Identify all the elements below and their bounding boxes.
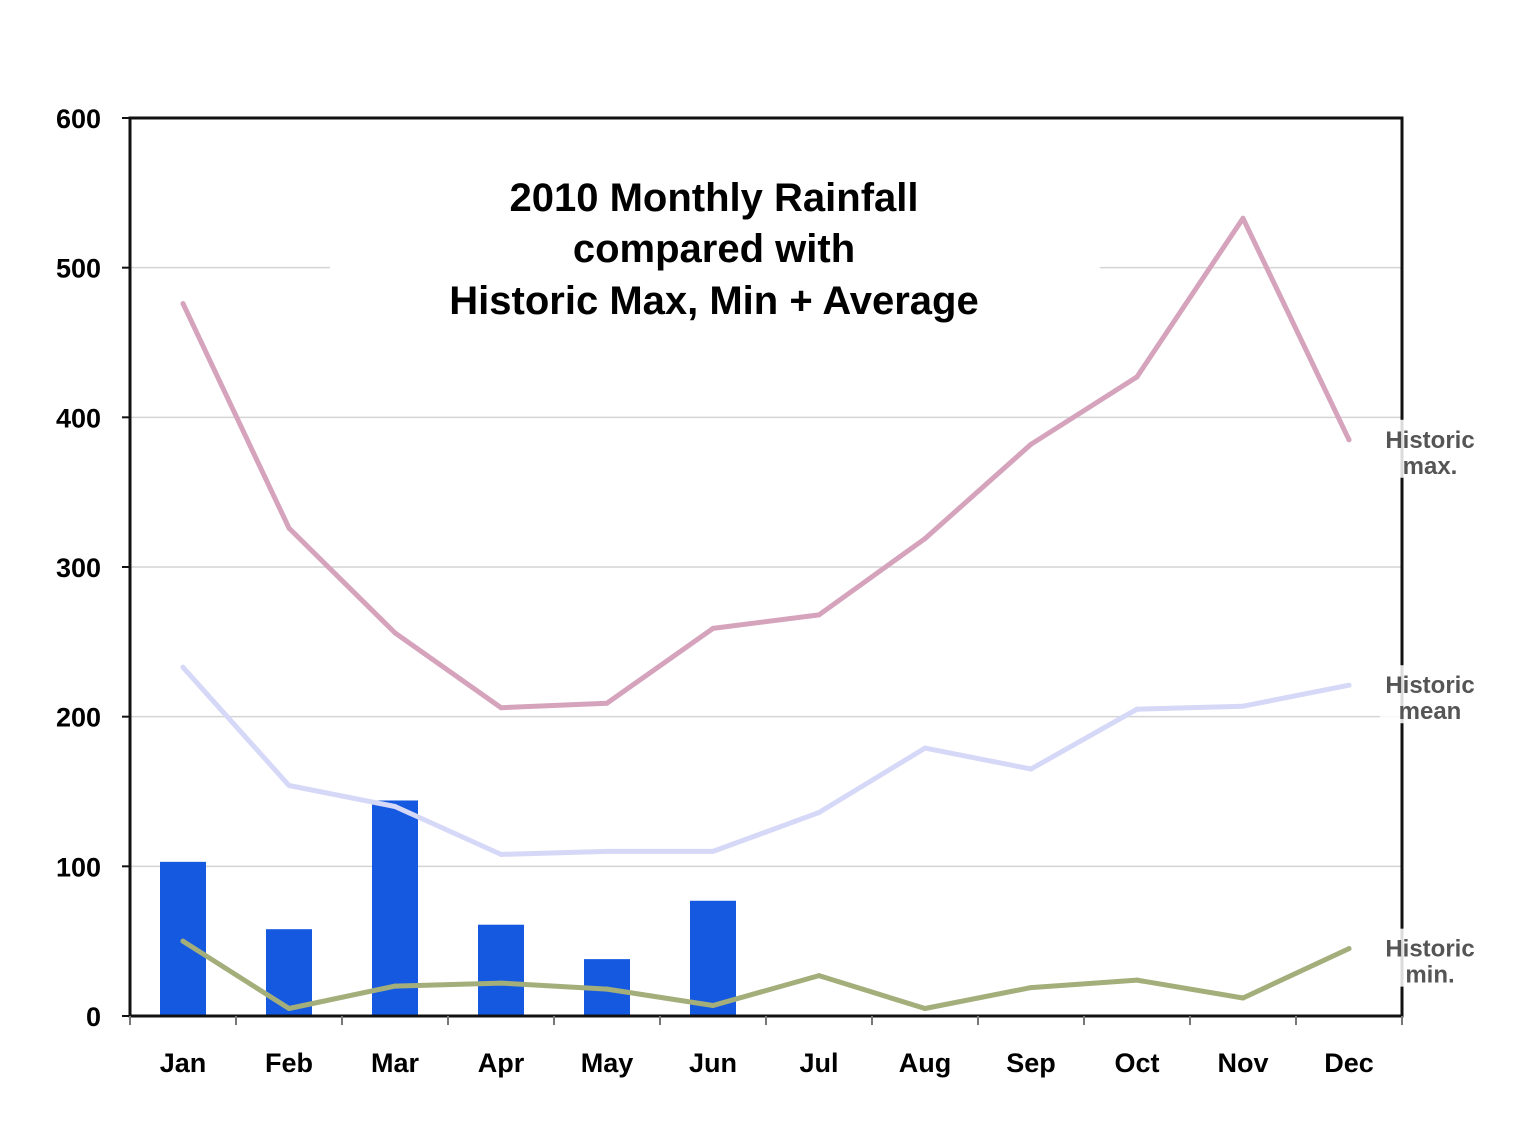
grid-lines [130,266,1402,868]
chart-title-line-1: 2010 Monthly Rainfall [510,176,919,220]
x-tick-label-feb: Feb [265,1048,313,1078]
point-series-2-feb [286,1006,292,1012]
point-series-0-feb [286,525,292,531]
point-series-1-oct [1134,706,1140,712]
y-tick-label-600: 600 [56,104,101,134]
point-series-1-feb [286,783,292,789]
point-series-0-apr [498,705,504,711]
series-label-backdrop-1 [1380,665,1492,724]
point-series-1-dec [1346,682,1352,688]
point-series-1-aug [922,745,928,751]
line-series-1 [180,664,1352,857]
line-series-0 [180,215,1352,711]
x-tick-label-mar: Mar [371,1048,420,1078]
y-tick-label-200: 200 [56,703,101,733]
point-series-2-dec [1346,946,1352,952]
point-series-2-may [604,986,610,992]
y-tick-label-400: 400 [56,403,101,433]
point-series-0-aug [922,536,928,542]
y-tick-label-0: 0 [86,1002,101,1032]
x-tick-label-dec: Dec [1324,1048,1374,1078]
line-series-2 [180,938,1352,1011]
point-series-0-jul [816,612,822,618]
point-series-1-nov [1240,703,1246,709]
x-tick-label-nov: Nov [1217,1048,1268,1078]
point-series-1-jun [710,848,716,854]
bar-mar [372,800,418,1016]
bar-jun [690,900,736,1016]
series-label-backdrop-0 [1380,419,1492,478]
series-label-backdrop-2 [1380,928,1492,987]
point-series-2-jan [180,938,186,944]
point-series-1-may [604,848,610,854]
series-label-0-line-1: max. [1403,453,1458,480]
x-axis-ticks: Jan Feb Mar Apr May Jun Jul Aug Sep Oct Nov Dec [129,1016,1403,1078]
point-series-2-jun [710,1003,716,1009]
series-label-2-line-1: min. [1405,962,1454,989]
point-series-0-sep [1028,441,1034,447]
x-tick-label-aug: Aug [899,1048,951,1078]
x-tick-label-sep: Sep [1006,1048,1056,1078]
point-series-2-oct [1134,977,1140,983]
point-series-1-jul [816,809,822,815]
bar-apr [478,924,524,1016]
series-label-1-line-0: Historic [1385,672,1474,699]
point-series-0-may [604,700,610,706]
point-series-1-sep [1028,766,1034,772]
chart-title-line-2: compared with [573,227,855,271]
point-series-2-mar [392,983,398,989]
point-series-0-nov [1240,215,1246,221]
point-series-2-apr [498,980,504,986]
y-tick-label-100: 100 [56,852,101,882]
series-label-1-line-1: mean [1399,698,1462,725]
point-series-1-jan [180,664,186,670]
y-axis-ticks: 0 100 200 300 400 500 600 [56,104,130,1032]
y-tick-label-300: 300 [56,553,101,583]
point-series-0-mar [392,630,398,636]
x-tick-label-jul: Jul [799,1048,838,1078]
point-series-0-oct [1134,374,1140,380]
point-series-0-jan [180,301,186,307]
title-backdrop [330,165,1100,330]
point-series-2-aug [922,1006,928,1012]
point-series-2-nov [1240,995,1246,1001]
point-series-1-apr [498,851,504,857]
series-label-2-line-0: Historic [1385,936,1474,963]
x-tick-label-jan: Jan [160,1048,207,1078]
point-series-2-jul [816,973,822,979]
x-tick-label-oct: Oct [1114,1048,1159,1078]
bars-2010 [160,800,736,1016]
point-series-2-sep [1028,985,1034,991]
point-series-0-jun [710,625,716,631]
series-label-0-line-0: Historic [1385,427,1474,454]
x-tick-label-apr: Apr [478,1048,525,1078]
point-series-0-dec [1346,437,1352,443]
historic-lines [180,215,1352,1012]
y-tick-label-500: 500 [56,254,101,284]
chart-title-line-3: Historic Max, Min + Average [449,279,978,323]
point-series-1-mar [392,803,398,809]
x-tick-label-jun: Jun [689,1048,737,1078]
x-tick-label-may: May [581,1048,634,1078]
